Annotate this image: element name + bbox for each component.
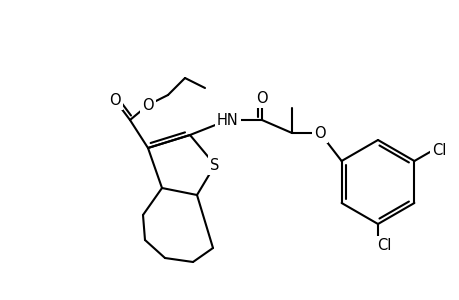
- Text: O: O: [142, 98, 153, 112]
- Text: HN: HN: [217, 112, 238, 128]
- Text: S: S: [210, 158, 219, 172]
- Text: O: O: [256, 91, 267, 106]
- Text: Cl: Cl: [431, 142, 446, 158]
- Text: O: O: [109, 92, 121, 107]
- Text: O: O: [313, 125, 325, 140]
- Text: Cl: Cl: [376, 238, 390, 253]
